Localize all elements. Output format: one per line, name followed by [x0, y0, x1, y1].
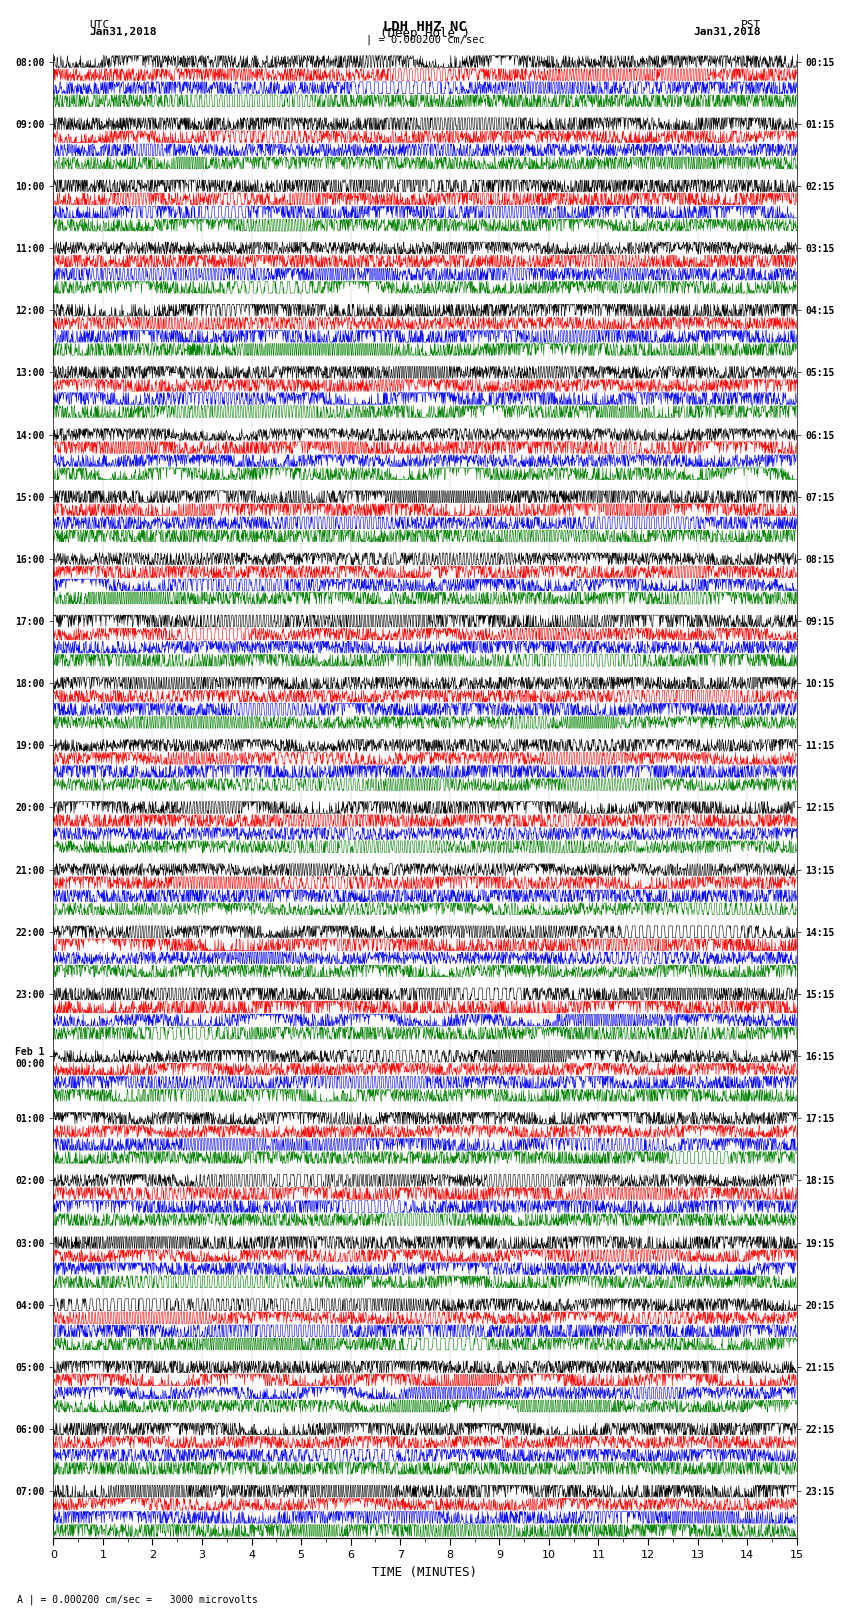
Text: (Deep Hole ): (Deep Hole ) [380, 27, 470, 40]
Text: LDH HHZ NC: LDH HHZ NC [383, 19, 467, 34]
X-axis label: TIME (MINUTES): TIME (MINUTES) [372, 1566, 478, 1579]
Text: | = 0.000200 cm/sec: | = 0.000200 cm/sec [366, 35, 484, 45]
Text: A | = 0.000200 cm/sec =   3000 microvolts: A | = 0.000200 cm/sec = 3000 microvolts [17, 1594, 258, 1605]
Text: UTC: UTC [89, 19, 110, 31]
Text: Jan31,2018: Jan31,2018 [89, 27, 156, 37]
Text: Jan31,2018: Jan31,2018 [694, 27, 761, 37]
Text: PST: PST [740, 19, 761, 31]
